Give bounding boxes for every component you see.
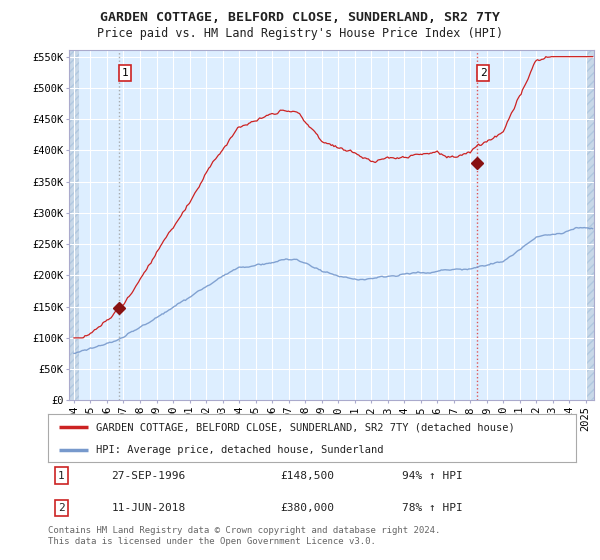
Text: Contains HM Land Registry data © Crown copyright and database right 2024.
This d: Contains HM Land Registry data © Crown c…: [48, 526, 440, 546]
Bar: [586, 50, 594, 400]
Text: 94% ↑ HPI: 94% ↑ HPI: [402, 470, 463, 480]
Bar: [69, 50, 79, 400]
Text: 1: 1: [58, 470, 65, 480]
Text: 2: 2: [480, 68, 487, 78]
Text: 2: 2: [58, 503, 65, 513]
Text: 11-JUN-2018: 11-JUN-2018: [112, 503, 185, 513]
Text: 78% ↑ HPI: 78% ↑ HPI: [402, 503, 463, 513]
Text: HPI: Average price, detached house, Sunderland: HPI: Average price, detached house, Sund…: [95, 445, 383, 455]
Text: 27-SEP-1996: 27-SEP-1996: [112, 470, 185, 480]
Text: Price paid vs. HM Land Registry's House Price Index (HPI): Price paid vs. HM Land Registry's House …: [97, 27, 503, 40]
Text: GARDEN COTTAGE, BELFORD CLOSE, SUNDERLAND, SR2 7TY (detached house): GARDEN COTTAGE, BELFORD CLOSE, SUNDERLAN…: [95, 422, 514, 432]
Text: GARDEN COTTAGE, BELFORD CLOSE, SUNDERLAND, SR2 7TY: GARDEN COTTAGE, BELFORD CLOSE, SUNDERLAN…: [100, 11, 500, 24]
Text: £148,500: £148,500: [280, 470, 334, 480]
Text: £380,000: £380,000: [280, 503, 334, 513]
Text: 1: 1: [122, 68, 128, 78]
